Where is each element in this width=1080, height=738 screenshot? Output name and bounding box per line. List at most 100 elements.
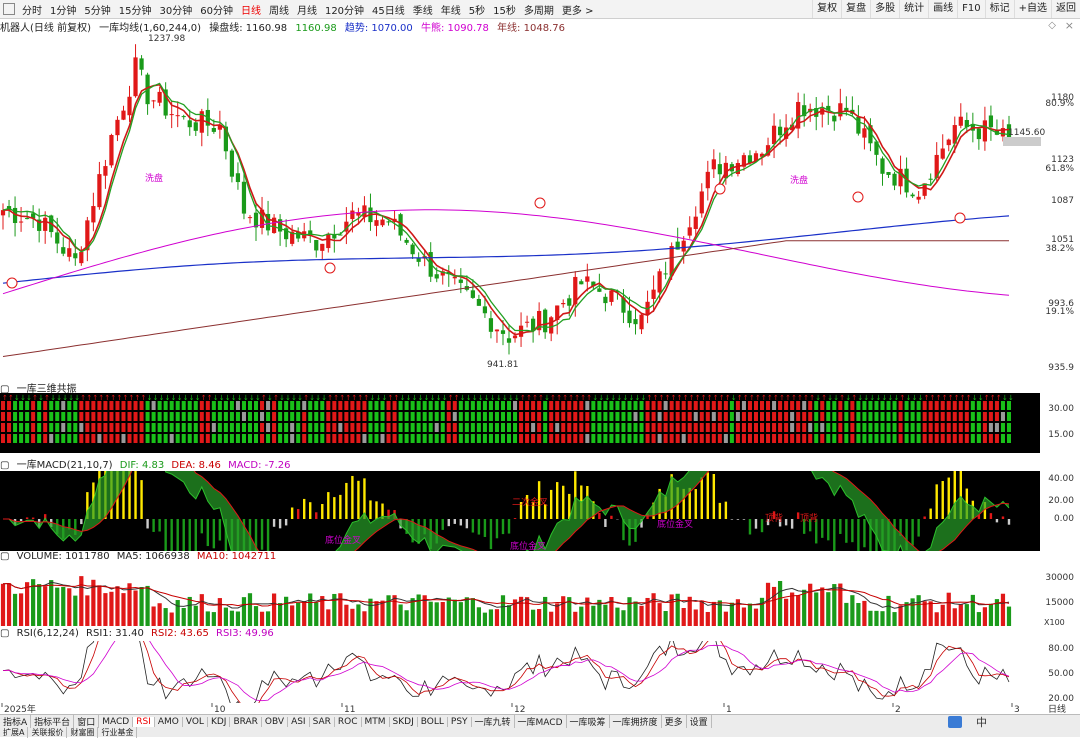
indicator-tab-5[interactable]: AMO <box>155 716 183 727</box>
tab-3[interactable]: 15分钟 <box>118 5 152 17</box>
indicator-tab-14[interactable]: SKDJ <box>390 716 418 727</box>
indicator-tab-7[interactable]: KDJ <box>208 716 231 727</box>
indicator-tab-19[interactable]: 一库吸筹 <box>567 715 610 728</box>
indicator-tab-3[interactable]: MACD <box>99 716 134 727</box>
tool-3[interactable]: 统计 <box>899 0 928 18</box>
tab-4[interactable]: 30分钟 <box>159 5 193 17</box>
tab-13[interactable]: 5秒 <box>468 5 486 17</box>
candle-body <box>711 159 716 170</box>
panel3d-toggle-icon[interactable]: ▢ <box>0 384 10 395</box>
tab-14[interactable]: 15秒 <box>493 5 516 17</box>
tool-2[interactable]: 多股 <box>870 0 899 18</box>
panel3d-cell <box>934 401 939 410</box>
indicator-tab-22[interactable]: 设置 <box>687 715 712 728</box>
rsi-toggle-icon[interactable]: ▢ <box>0 628 10 639</box>
panel3d-cell <box>410 434 415 443</box>
panel3d-cell <box>543 412 548 421</box>
tab-6[interactable]: 日线 <box>240 5 261 17</box>
indicator-tab-12[interactable]: ROC <box>335 716 362 727</box>
candle-body <box>320 243 325 251</box>
indicator-tab-2[interactable]: 窗口 <box>74 715 100 728</box>
panel3d-arrow: ↓ <box>213 394 219 402</box>
indicator-tab-20[interactable]: 一库拥挤度 <box>610 715 662 728</box>
panel3d-cell <box>699 401 704 410</box>
panel3d-cell <box>910 423 915 432</box>
tab-1[interactable]: 1分钟 <box>50 5 77 17</box>
indicator-tab-21[interactable]: 更多 <box>662 715 687 728</box>
candle-body <box>211 128 216 132</box>
extension-tab-1[interactable]: 关联报价 <box>28 727 68 738</box>
collapse-icon[interactable]: ◇ <box>1048 20 1056 31</box>
panel3d-cell <box>476 412 481 421</box>
extension-tab-2[interactable]: 财富圈 <box>67 727 99 738</box>
tab-16[interactable]: 更多 > <box>561 5 594 17</box>
panel3d-chart[interactable]: ↑ ↑ ↓ ↓ ↓ ↑ ↓ ↑ ↓ ↓ ↓ ↓ ↓ ↑ ↑ ↑ ↑ ↑ ↑ ↑ ↑ ↑ ↑ ↑ ↓ ↓ ↓ ↓ ↓ ↓ ↓ ↓ ↓ ↑ ↑ ↓ ↓ ↓ ↓ ↓… <box>0 393 1080 453</box>
indicator-tab-13[interactable]: MTM <box>362 716 390 727</box>
indicator-tab-10[interactable]: ASI <box>288 716 310 727</box>
indicator-tab-0[interactable]: 指标A <box>0 715 32 728</box>
panel3d-cell <box>820 423 825 432</box>
extension-tab-3[interactable]: 行业基金 <box>98 727 138 738</box>
tab-5[interactable]: 60分钟 <box>200 5 233 17</box>
panel3d-arrow: ↑ <box>755 394 761 402</box>
volume-bar <box>633 601 638 626</box>
ime-language[interactable]: 中 <box>976 716 987 729</box>
tab-11[interactable]: 季线 <box>412 5 433 17</box>
panel3d-cell <box>338 423 343 432</box>
panel3d-cell <box>314 434 319 443</box>
indicator-tab-9[interactable]: OBV <box>262 716 289 727</box>
indicator-tab-18[interactable]: 一库MACD <box>515 715 567 728</box>
candle-body <box>705 171 710 189</box>
candle-body <box>832 115 837 122</box>
indicator-tab-8[interactable]: BRAR <box>230 716 262 727</box>
tool-6[interactable]: 标记 <box>984 0 1014 18</box>
tab-12[interactable]: 年线 <box>440 5 461 17</box>
window-toggle-icon[interactable] <box>3 3 15 15</box>
volume-chart[interactable]: 30000 15000 X100 <box>0 564 1080 628</box>
panel3d-cell <box>772 401 777 410</box>
volume-toggle-icon[interactable]: ▢ <box>0 551 10 562</box>
tab-9[interactable]: 120分钟 <box>324 5 365 17</box>
tab-0[interactable]: 分时 <box>22 5 42 17</box>
tab-15[interactable]: 多周期 <box>523 5 554 17</box>
extension-tab-0[interactable]: 扩展A <box>0 727 29 738</box>
tool-5[interactable]: F10 <box>957 0 984 18</box>
tool-8[interactable]: 返回 <box>1051 0 1080 18</box>
indicator-tab-11[interactable]: SAR <box>310 716 335 727</box>
candle-body <box>765 145 771 156</box>
macd-toggle-icon[interactable]: ▢ <box>0 460 10 471</box>
rsi-chart[interactable]: 80.00 50.00 20.00 <box>0 641 1080 703</box>
candle-body <box>922 183 927 196</box>
panel3d-arrow: ↑ <box>701 394 707 402</box>
indicator-tab-6[interactable]: VOL <box>183 716 208 727</box>
panel3d-cell <box>482 412 487 421</box>
tab-7[interactable]: 周线 <box>268 5 289 17</box>
tab-10[interactable]: 45日线 <box>372 5 405 17</box>
tool-4[interactable]: 画线 <box>928 0 957 18</box>
panel3d-arrow: ↑ <box>363 394 369 402</box>
tab-8[interactable]: 月线 <box>296 5 317 17</box>
panel3d-cell <box>651 423 656 432</box>
volume-bar <box>199 594 204 626</box>
ime-icon[interactable] <box>948 716 962 728</box>
tab-2[interactable]: 5分钟 <box>84 5 111 17</box>
candle-body <box>404 239 409 243</box>
panel3d-cell <box>37 412 42 421</box>
date-label-0: 2025年 <box>4 703 36 714</box>
indicator-tab-17[interactable]: 一库九转 <box>472 715 515 728</box>
indicator-tab-16[interactable]: PSY <box>448 716 472 727</box>
panel3d-cell <box>308 412 313 421</box>
panel3d-cell <box>296 423 301 432</box>
close-icon[interactable]: × <box>1064 19 1074 32</box>
tool-7[interactable]: +自选 <box>1013 0 1051 18</box>
indicator-tab-1[interactable]: 指标平台 <box>31 715 75 728</box>
indicator-tab-15[interactable]: BOLL <box>418 716 448 727</box>
candle-body <box>1000 128 1006 137</box>
indicator-tab-4[interactable]: RSI <box>133 716 155 727</box>
panel3d-cell <box>639 434 644 443</box>
tool-0[interactable]: 复权 <box>812 0 841 18</box>
candle-body <box>67 248 72 257</box>
tool-1[interactable]: 复盘 <box>841 0 870 18</box>
